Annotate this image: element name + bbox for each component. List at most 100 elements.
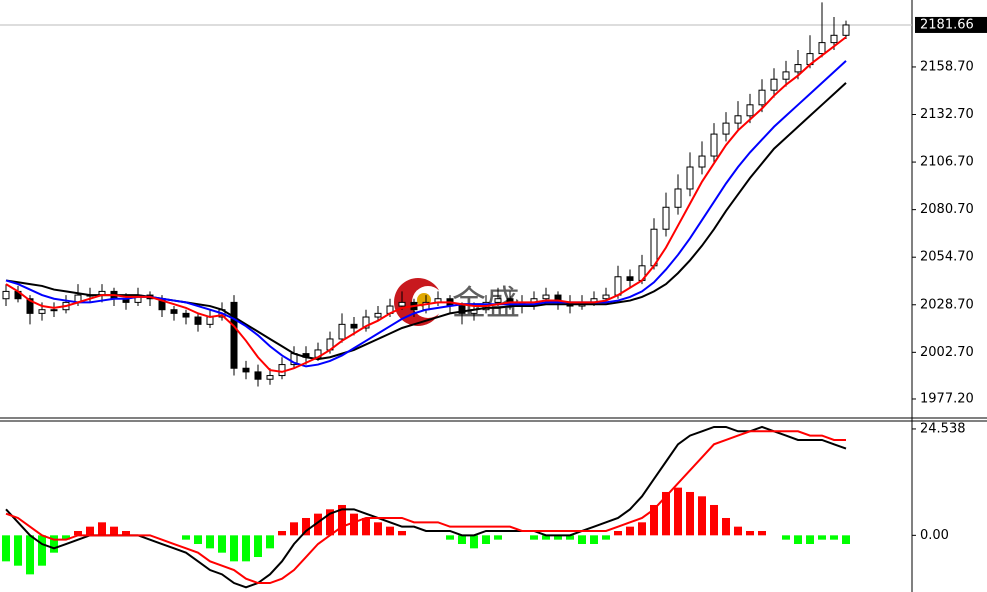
- histogram-bar: [194, 535, 202, 545]
- histogram-bar: [278, 530, 286, 536]
- histogram-bar: [14, 535, 22, 566]
- histogram-bar: [38, 535, 46, 566]
- histogram-bar: [326, 509, 334, 536]
- candle-body: [650, 228, 658, 267]
- macd-line: [5, 425, 847, 589]
- candle-body: [182, 312, 190, 318]
- histogram-bar: [794, 535, 802, 545]
- price-label: 2181.66: [920, 17, 974, 32]
- y-tick-label: 24.538: [920, 421, 966, 436]
- histogram-bar: [542, 535, 550, 540]
- histogram-bar: [626, 526, 634, 536]
- histogram-bar: [746, 530, 754, 536]
- y-tick-label: 0.00: [920, 528, 949, 543]
- y-tick-label: 2132.70: [920, 107, 974, 122]
- candle-body: [398, 301, 406, 307]
- histogram-bar: [614, 530, 622, 536]
- histogram-bar: [2, 535, 10, 562]
- candle-body: [770, 78, 778, 91]
- candle-body: [602, 294, 610, 300]
- histogram-bar: [818, 535, 826, 540]
- histogram-bar: [182, 535, 190, 540]
- histogram-bar: [446, 535, 454, 540]
- candle-body: [458, 305, 466, 314]
- histogram-bar: [386, 526, 394, 536]
- candle-body: [170, 309, 178, 314]
- histogram-bar: [758, 530, 766, 536]
- y-tick-label: 2158.70: [920, 59, 974, 74]
- candle-body: [242, 367, 250, 373]
- y-tick-label: 2080.70: [920, 202, 974, 217]
- candle-body: [830, 34, 838, 44]
- histogram-bar: [362, 517, 370, 536]
- candle-body: [734, 115, 742, 124]
- candle-body: [842, 24, 850, 36]
- histogram-bar: [242, 535, 250, 562]
- y-tick-label: 2054.70: [920, 250, 974, 265]
- histogram-bar: [482, 535, 490, 545]
- candle-body: [38, 309, 46, 314]
- histogram-bar: [86, 526, 94, 536]
- candle-body: [50, 309, 58, 312]
- histogram-bar: [566, 535, 574, 540]
- y-tick-label: 1977.20: [920, 391, 974, 406]
- candle-body: [722, 122, 730, 135]
- histogram-bar: [398, 530, 406, 536]
- candle-body: [782, 71, 790, 80]
- candle-body: [494, 298, 502, 303]
- candle-body: [662, 206, 670, 230]
- histogram-bar: [470, 535, 478, 549]
- candle-body: [818, 42, 826, 55]
- histogram-bar: [254, 535, 262, 558]
- moving-average: [5, 36, 847, 373]
- histogram-bar: [554, 535, 562, 540]
- histogram-bar: [218, 535, 226, 553]
- candle-body: [278, 364, 286, 377]
- candle-body: [350, 323, 358, 329]
- histogram-bar: [782, 535, 790, 540]
- candle-body: [686, 166, 694, 190]
- histogram-bar: [290, 522, 298, 536]
- histogram-bar: [494, 535, 502, 540]
- candle-body: [746, 104, 754, 117]
- candle-body: [374, 312, 382, 318]
- candle-body: [362, 316, 370, 329]
- candle-body: [674, 188, 682, 208]
- histogram-bar: [350, 513, 358, 536]
- histogram-bar: [734, 526, 742, 536]
- candle-body: [230, 301, 238, 369]
- y-tick-label: 2002.70: [920, 345, 974, 360]
- histogram-bar: [206, 535, 214, 549]
- candle-body: [542, 294, 550, 300]
- candle-body: [2, 290, 10, 300]
- histogram-bar: [458, 535, 466, 545]
- histogram-bar: [650, 504, 658, 536]
- candle-body: [254, 371, 262, 380]
- histogram-bar: [110, 526, 118, 536]
- histogram-bar: [698, 496, 706, 536]
- histogram-bar: [530, 535, 538, 540]
- histogram-bar: [26, 535, 34, 575]
- histogram-bar: [662, 491, 670, 536]
- histogram-bar: [638, 522, 646, 536]
- histogram-bar: [374, 522, 382, 536]
- candle-body: [710, 133, 718, 157]
- histogram-bar: [590, 535, 598, 545]
- histogram-bar: [50, 535, 58, 553]
- candle-body: [338, 323, 346, 340]
- candle-body: [26, 298, 34, 314]
- histogram-bar: [266, 535, 274, 549]
- price-label-bg: [915, 16, 987, 33]
- histogram-bar: [722, 517, 730, 536]
- histogram-bar: [122, 530, 130, 536]
- candle-body: [794, 64, 802, 73]
- candle-body: [698, 155, 706, 168]
- candle-body: [194, 316, 202, 325]
- candle-body: [758, 89, 766, 106]
- histogram-bar: [62, 535, 70, 540]
- histogram-bar: [314, 513, 322, 536]
- histogram-bar: [686, 491, 694, 536]
- candle-body: [206, 316, 214, 325]
- y-tick-label: 2106.70: [920, 155, 974, 170]
